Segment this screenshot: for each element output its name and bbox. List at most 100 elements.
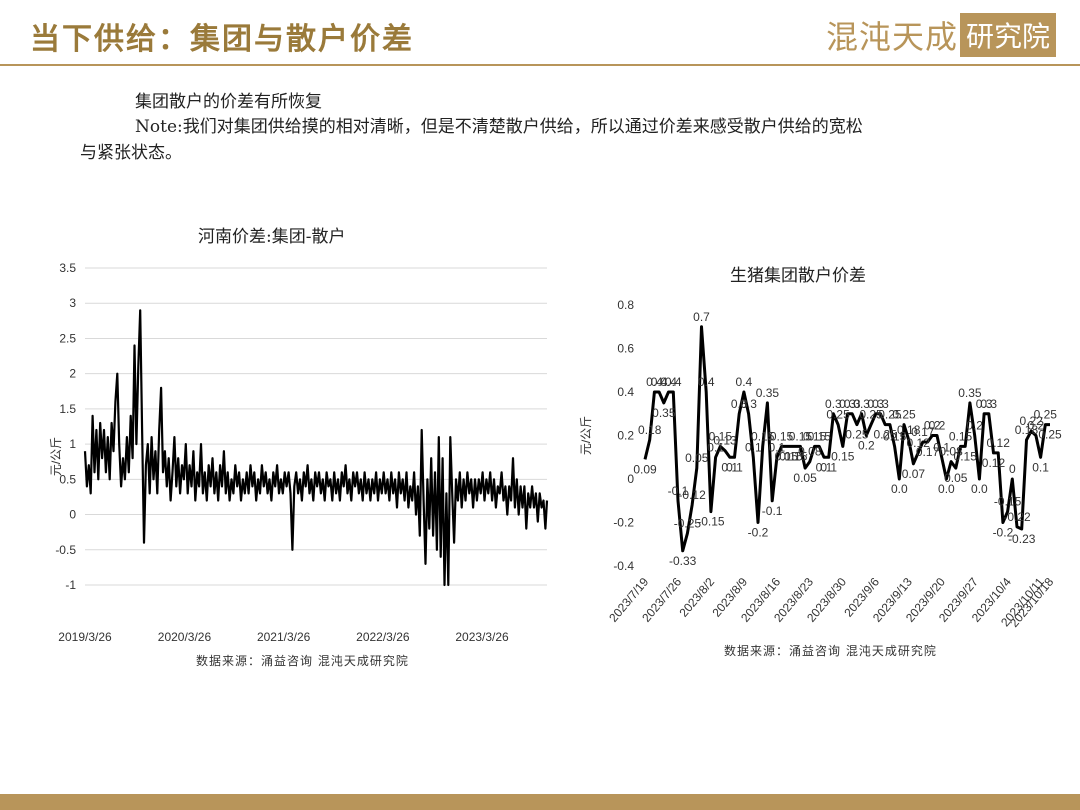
data-label: -0.25 bbox=[674, 516, 702, 530]
data-label: 0.18 bbox=[638, 423, 662, 437]
data-label: 0.15 bbox=[808, 429, 832, 443]
y-tick-label: 0 bbox=[69, 508, 76, 522]
y-tick-label: 3.5 bbox=[59, 261, 76, 275]
y-tick-label: 2.5 bbox=[59, 331, 76, 345]
data-label: 0.15 bbox=[831, 449, 855, 463]
note-line-continued: 与紧张状态。 bbox=[80, 143, 182, 163]
data-label: 0.12 bbox=[987, 436, 1011, 450]
data-label: -0.15 bbox=[697, 515, 725, 529]
data-label: 0.3 bbox=[867, 397, 884, 411]
y-axis-label: 元/公斤 bbox=[579, 416, 593, 455]
data-label: 0.25 bbox=[873, 428, 897, 442]
data-label: 0.4 bbox=[736, 375, 753, 389]
y-tick-label: -0.2 bbox=[613, 516, 634, 530]
data-label: 0.07 bbox=[902, 467, 926, 481]
right-chart-source: 数据来源：涌益咨询 混沌天成研究院 bbox=[724, 644, 937, 658]
y-tick-label: 0.6 bbox=[617, 342, 634, 356]
data-label: 0.12 bbox=[906, 436, 930, 450]
data-label: -0.1 bbox=[668, 484, 689, 498]
data-label: 0.35 bbox=[958, 386, 982, 400]
y-tick-label: 0.5 bbox=[59, 472, 76, 486]
data-label: 0.35 bbox=[652, 406, 676, 420]
data-label: 0.3 bbox=[731, 397, 748, 411]
data-label: 0.17 bbox=[911, 425, 935, 439]
data-label: -0.22 bbox=[1003, 510, 1031, 524]
y-tick-label: 3 bbox=[69, 296, 76, 310]
data-label: 0.22 bbox=[1019, 414, 1043, 428]
y-tick-label: -0.4 bbox=[613, 559, 634, 573]
data-label: 0.15 bbox=[775, 449, 799, 463]
data-label: 0.15 bbox=[883, 429, 907, 443]
slide-title: 当下供给：集团与散户价差 bbox=[30, 22, 414, 57]
data-label: 0.05 bbox=[793, 471, 817, 485]
data-label: 0.15 bbox=[803, 429, 827, 443]
data-label: 0.1 bbox=[816, 460, 833, 474]
data-label: 0.3 bbox=[980, 397, 997, 411]
data-label: 0.25 bbox=[1038, 428, 1062, 442]
left-chart-source: 数据来源：涌益咨询 混沌天成研究院 bbox=[196, 654, 409, 668]
y-tick-label: 1.5 bbox=[59, 402, 76, 416]
data-label: -0.23 bbox=[1008, 532, 1036, 546]
data-label: 0.1 bbox=[933, 440, 950, 454]
data-label: 0.0 bbox=[938, 482, 955, 496]
data-label: 0.2 bbox=[966, 419, 983, 433]
data-label: 0.3 bbox=[976, 397, 993, 411]
y-tick-label: -0.5 bbox=[55, 543, 76, 557]
data-label: 0.09 bbox=[633, 462, 657, 476]
right-chart-title: 生猪集团散户价差 bbox=[730, 266, 866, 286]
data-label: 0.3 bbox=[872, 397, 889, 411]
data-label: 0.15 bbox=[779, 449, 803, 463]
x-tick-label: 2021/3/26 bbox=[257, 630, 311, 644]
data-label: 0.0 bbox=[891, 482, 908, 496]
summary-line: 集团散户的价差有所恢复 bbox=[135, 92, 322, 112]
series-line bbox=[83, 309, 549, 587]
data-label: 0.2 bbox=[929, 419, 946, 433]
y-tick-label: 0.4 bbox=[617, 385, 634, 399]
data-label: 0.17 bbox=[916, 445, 940, 459]
x-tick-label: 2019/3/26 bbox=[58, 630, 112, 644]
data-label: 0.1 bbox=[745, 440, 762, 454]
y-tick-label: 0.2 bbox=[617, 429, 634, 443]
data-label: 0.2 bbox=[924, 419, 941, 433]
header-divider bbox=[0, 64, 1080, 66]
data-label: 0.1 bbox=[820, 460, 837, 474]
data-label: 0.08 bbox=[798, 445, 822, 459]
data-label: 0 bbox=[1009, 462, 1016, 476]
data-label: -0.12 bbox=[678, 488, 706, 502]
y-tick-label: 1 bbox=[69, 437, 76, 451]
data-label: 0.1 bbox=[1032, 460, 1049, 474]
brand-logo: 混沌天成 研究院 bbox=[826, 12, 1056, 58]
data-label: 0.1 bbox=[721, 460, 738, 474]
series-line bbox=[643, 325, 1050, 553]
data-label: 0.15 bbox=[789, 429, 813, 443]
data-label: 0.3 bbox=[853, 397, 870, 411]
data-label: 0.0 bbox=[971, 482, 988, 496]
data-label: 0.05 bbox=[685, 451, 709, 465]
data-label: 0.25 bbox=[892, 408, 916, 422]
data-label: 0.25 bbox=[859, 408, 883, 422]
data-label: -0.1 bbox=[762, 504, 783, 518]
data-label: 0.3 bbox=[825, 397, 842, 411]
x-tick-label: 2022/3/26 bbox=[356, 630, 410, 644]
data-label: 0.15 bbox=[949, 429, 973, 443]
data-label: 0.7 bbox=[693, 310, 710, 324]
data-label: 0.1 bbox=[726, 460, 743, 474]
footer-bar bbox=[0, 794, 1080, 810]
data-label: 0.18 bbox=[1015, 423, 1039, 437]
y-tick-label: -1 bbox=[65, 578, 76, 592]
y-tick-label: 0.8 bbox=[617, 298, 634, 312]
data-label: 0.15 bbox=[709, 429, 733, 443]
data-label: 0.13 bbox=[713, 434, 737, 448]
data-label: 0.25 bbox=[878, 408, 902, 422]
data-label: 0.08 bbox=[939, 445, 963, 459]
data-label: 0.25 bbox=[845, 428, 869, 442]
x-tick-label: 2020/3/26 bbox=[158, 630, 212, 644]
data-label: 0.15 bbox=[784, 449, 808, 463]
data-label: -0.33 bbox=[669, 554, 697, 568]
data-label: 0.2 bbox=[1028, 419, 1045, 433]
data-label: 0.25 bbox=[826, 408, 850, 422]
data-label: 0.25 bbox=[1034, 408, 1058, 422]
y-tick-label: 2 bbox=[69, 367, 76, 381]
